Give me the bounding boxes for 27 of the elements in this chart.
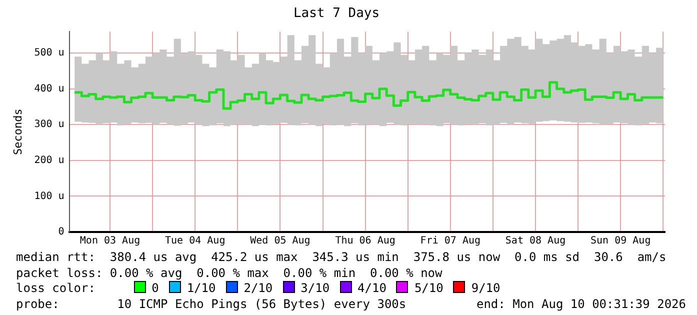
x-tick-label: Fri 07 Aug (420, 236, 481, 247)
y-tick-label: 400 u (34, 83, 64, 94)
y-axis-title: Seconds (11, 108, 24, 155)
x-tick-label: Mon 03 Aug (80, 236, 140, 247)
text: 0 (152, 281, 159, 295)
text: 3/10 (300, 281, 330, 295)
text: 2/10 (244, 281, 273, 295)
text: end: Mon Aug 10 00:31:39 2026 (476, 296, 686, 312)
text: 1/10 (186, 281, 216, 295)
x-tick-label: Thu 06 Aug (335, 236, 396, 247)
y-tick-label: 300 u (34, 119, 64, 130)
chart-title: Last 7 Days (293, 6, 380, 22)
y-tick-label: 200 u (34, 155, 64, 166)
text: 9/10 (471, 281, 500, 295)
y-tick-label: 0 (58, 226, 64, 238)
text: loss color: (16, 281, 96, 295)
text: packet loss: 0.00 % avg 0.00 % max 0.00 % min 0.00 % now (16, 266, 442, 280)
x-tick-label: Sat 08 Aug (505, 236, 566, 247)
text: 4/10 (358, 281, 386, 295)
text: median rtt: 380.4 us avg 425.2 us max 345.3 us min 375.8 us now 0.0 ms sd 30.6 am/s (16, 250, 666, 264)
x-tick-label: Tue 04 Aug (165, 236, 226, 247)
x-tick-label: Wed 05 Aug (250, 236, 310, 247)
text: probe: 10 ICMP Echo Pings (56 Bytes) every 300s (16, 296, 406, 310)
y-tick-label: 100 u (34, 190, 64, 202)
text: 5/10 (414, 281, 444, 295)
x-tick-label: Sun 09 Aug (590, 236, 651, 247)
y-tick-label: 500 u (34, 48, 64, 59)
